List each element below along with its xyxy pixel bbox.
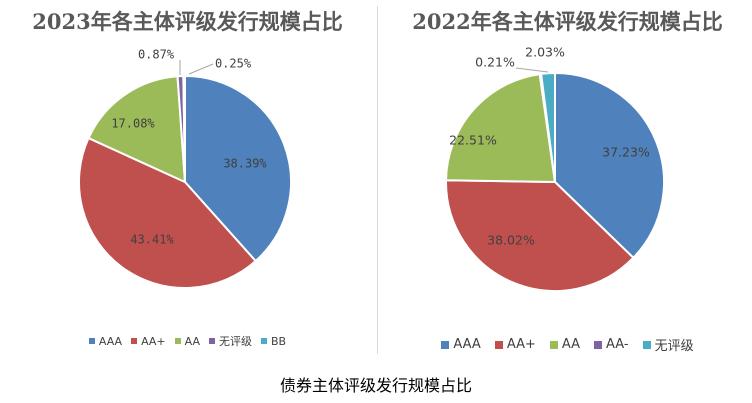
legend-item-AA: AA — [174, 333, 201, 349]
legend-swatch — [174, 338, 181, 344]
data-label-AA: 22.51% — [449, 133, 497, 148]
legend-swatch — [642, 340, 651, 349]
chart-2023-legend: AAA AA+ AA 无评级 BB — [0, 333, 375, 349]
data-label-无评级: 2.03% — [525, 45, 565, 60]
legend-item-BB: BB — [261, 333, 286, 349]
leader-line — [515, 67, 549, 73]
chart-2022-pie: 37.23% 38.02% 22.51% 0.21% 2.03% — [444, 45, 665, 292]
leader-line — [188, 63, 214, 75]
legend-label: AA- — [606, 337, 629, 352]
data-label-AA+: 43.41% — [130, 233, 174, 247]
legend-swatch — [131, 338, 138, 344]
legend-label: 无评级 — [219, 335, 253, 348]
legend-item-AAA: AAA — [441, 335, 481, 354]
pie-slice-AA — [444, 72, 557, 184]
legend-item-无评级: 无评级 — [209, 333, 252, 349]
pie-slice-AA — [87, 75, 187, 184]
chart-2023-panel: 2023年各主体评级发行规模占比 38.39% 43.41% 17.08% 0.87%… — [0, 0, 375, 360]
panel-divider — [377, 6, 378, 354]
legend-label: AAA — [98, 334, 123, 348]
legend-item-AA+: AA+ — [131, 333, 166, 349]
pie-slice-BB — [182, 74, 186, 183]
data-label-AAA: 38.39% — [223, 157, 267, 171]
data-label-无评级: 0.87% — [138, 48, 175, 62]
legend-label: AA+ — [506, 337, 536, 352]
legend-label: AA — [561, 337, 581, 352]
legend-label: AA — [184, 334, 201, 348]
legend-item-AA+: AA+ — [494, 335, 536, 354]
pie-slice-AAA — [184, 74, 292, 263]
legend-swatch — [494, 340, 503, 349]
legend-item-无评级: 无评级 — [642, 335, 694, 354]
data-label-AA: 17.08% — [111, 117, 155, 131]
legend-swatch — [549, 340, 558, 349]
legend-swatch — [261, 338, 268, 344]
legend-label: BB — [271, 334, 287, 348]
legend-swatch — [209, 338, 216, 344]
figure-caption: 债券主体评级发行规模占比 — [279, 376, 472, 395]
pie-slice-无评级 — [540, 71, 556, 183]
chart-2022-legend: AAA AA+ AA AA- 无评级 — [383, 335, 752, 354]
legend-label: AAA — [453, 337, 481, 352]
data-label-AA-: 0.21% — [475, 55, 515, 70]
legend-item-AA: AA — [549, 335, 581, 354]
legend-swatch — [88, 338, 95, 344]
data-label-BB: 0.25% — [215, 57, 252, 71]
data-label-AAA: 37.23% — [602, 145, 650, 160]
legend-item-AAA: AAA — [88, 333, 123, 349]
chart-2023-pie: 38.39% 43.41% 17.08% 0.87% 0.25% — [78, 48, 292, 289]
chart-2023-title: 2023年各主体评级发行规模占比 — [32, 9, 343, 34]
pie-slice-AA+ — [78, 136, 258, 289]
legend-label: AA+ — [141, 334, 166, 348]
legend-label: 无评级 — [654, 339, 694, 354]
chart-2022-panel: 2022年各主体评级发行规模占比 37.23% 38.02% 22.51% 0.21%… — [383, 0, 752, 360]
legend-swatch — [441, 340, 450, 349]
legend-item-AA-: AA- — [594, 335, 629, 354]
legend-swatch — [594, 340, 603, 349]
data-label-AA+: 38.02% — [487, 233, 535, 248]
chart-2022-title: 2022年各主体评级发行规模占比 — [412, 9, 723, 34]
pie-slice-AA+ — [445, 179, 635, 292]
pie-slice-AAA — [554, 71, 665, 260]
